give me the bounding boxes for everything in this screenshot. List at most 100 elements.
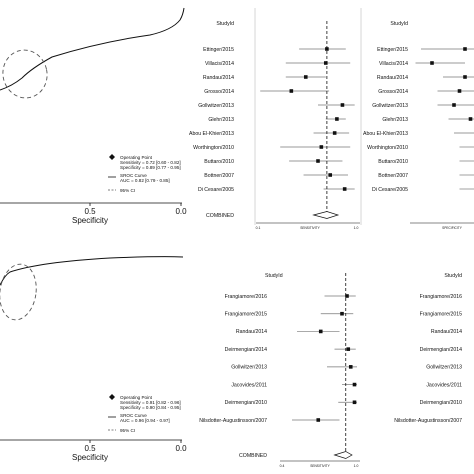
study-marker <box>316 418 321 422</box>
ci-ellipse <box>0 263 37 321</box>
study-label: Buttaro/2010 <box>204 159 234 165</box>
sroc-panel-0: 0.5 0.0 Specificity Operating PointSensitiv… <box>0 7 187 225</box>
legend-label: AUC = 0.96 [0.94 - 0.97] <box>120 418 170 423</box>
study-label: Di Cesare/2005 <box>372 187 408 193</box>
study-marker <box>323 61 328 65</box>
study-label: Gollwitzer/2013 <box>198 103 234 109</box>
study-label: Glehr/2013 <box>382 117 408 123</box>
forest-axis-label: SENSITIVITY <box>310 464 330 468</box>
pooled-diamond <box>312 211 340 219</box>
study-marker <box>430 61 434 65</box>
study-label: Di Cesare/2005 <box>198 187 234 193</box>
study-label: Frangiamore/2016 <box>420 294 463 300</box>
study-marker <box>340 103 345 107</box>
study-marker <box>463 75 467 79</box>
forest-tick-label: 0.1 <box>256 226 261 230</box>
study-label: Gollwitzer/2013 <box>426 365 462 371</box>
x-tick-label: 0.0 <box>175 444 187 453</box>
legend-label: Operating Point <box>120 155 153 160</box>
legend-label: 95% CI <box>120 428 135 433</box>
x-tick-label: 0.5 <box>84 444 96 453</box>
study-marker <box>457 89 462 93</box>
study-marker <box>342 187 347 191</box>
study-label: Nilsdotter-Augustinsson/2007 <box>394 418 462 424</box>
forest-panel-1: StudyId Ettinger/2015 Villacis/2014 Randau/… <box>189 21 360 230</box>
sroc-panel-3: 0.5 0.0 Specificity Operating PointSensitiv… <box>0 256 187 462</box>
study-marker <box>318 329 323 334</box>
legend-label: SROC Curve <box>120 413 147 418</box>
pooled-diamond <box>333 451 353 459</box>
forest-tick-label: 1.0 <box>354 226 359 230</box>
forest-panel-5: StudyId Frangiamore/2016 Frangiamore/2015 R… <box>394 273 463 424</box>
study-label: Jacovides/2011 <box>426 382 462 388</box>
study-marker <box>303 75 308 79</box>
forest-tick-label: 0.4 <box>280 464 285 468</box>
study-marker <box>316 159 320 163</box>
x-axis-label: Specificity <box>72 453 108 462</box>
study-label: Frangiamore/2016 <box>225 294 268 300</box>
combined-label: COMBINED <box>239 453 267 459</box>
legend-diamond <box>109 154 115 160</box>
study-id-header: StudyId <box>390 21 408 27</box>
study-marker <box>346 347 351 351</box>
study-marker <box>352 382 357 387</box>
study-marker <box>328 173 333 177</box>
sroc-curve <box>0 7 185 91</box>
study-label: Deirmengian/2010 <box>225 400 268 406</box>
study-label: Jacovides/2011 <box>231 382 267 388</box>
forest-axis-label: SENSITIVITY <box>300 226 320 230</box>
study-label: Bottner/2007 <box>378 173 408 179</box>
legend-label: Sensitivity = 0.72 [0.60 - 0.82] <box>120 160 181 165</box>
study-marker <box>289 89 294 93</box>
study-id-header: StudyId <box>265 273 283 279</box>
legend-label: AUC = 0.82 [0.79 - 0.85] <box>120 178 170 183</box>
study-label: Buttaro/2010 <box>378 159 408 165</box>
study-label: Worthington/2010 <box>367 145 408 151</box>
legend-label: SROC Curve <box>120 173 147 178</box>
study-marker <box>452 103 456 107</box>
study-label: Gollwitzer/2013 <box>372 103 408 109</box>
x-axis-label: Specificity <box>72 216 108 225</box>
study-label: Grosso/2014 <box>204 89 234 95</box>
legend-diamond <box>109 394 115 400</box>
study-marker <box>463 47 467 51</box>
forest-axis-label: SPECIFICITY <box>442 226 463 230</box>
study-label: Deirmengian/2014 <box>420 347 463 353</box>
study-label: Gollwitzer/2013 <box>231 365 267 371</box>
study-label: Randau/2014 <box>236 329 267 335</box>
study-label: Frangiamore/2015 <box>420 312 463 318</box>
study-marker <box>335 117 339 121</box>
study-label: Nilsdotter-Augustinsson/2007 <box>199 418 267 424</box>
study-marker <box>468 117 473 121</box>
legend-label: Sensitivity = 0.91 [0.82 - 0.96] <box>120 400 181 405</box>
study-label: Deirmengian/2010 <box>420 400 463 406</box>
combined-label: COMBINED <box>206 213 234 219</box>
study-label: Deirmengian/2014 <box>225 347 268 353</box>
x-tick-label: 0.0 <box>175 207 187 216</box>
study-label: Abou El-Khier/2013 <box>189 131 234 137</box>
legend-label: Specificity = 0.90 [0.84 - 0.95] <box>120 405 181 410</box>
study-label: Glehr/2013 <box>208 117 234 123</box>
study-label: Villacis/2014 <box>205 61 234 67</box>
study-label: Abou El-Khier/2013 <box>363 131 408 137</box>
study-label: Grosso/2014 <box>378 89 408 95</box>
study-marker <box>332 131 337 135</box>
study-id-header: StudyId <box>444 273 462 279</box>
study-label: Randau/2014 <box>431 329 462 335</box>
study-label: Randau/2014 <box>377 75 408 81</box>
study-id-header: StudyId <box>216 21 234 27</box>
ci-ellipse <box>2 49 48 99</box>
study-marker <box>340 311 344 316</box>
legend-label: Specificity = 0.89 [0.77 - 0.95] <box>120 165 181 170</box>
study-label: Frangiamore/2015 <box>225 312 268 318</box>
study-label: Worthington/2010 <box>193 145 234 151</box>
sroc-curve <box>0 256 184 286</box>
study-label: Ettinger/2015 <box>203 47 234 53</box>
x-tick-label: 0.5 <box>84 207 96 216</box>
study-label: Villacis/2014 <box>379 61 408 67</box>
study-marker <box>345 294 349 298</box>
legend-label: Operating Point <box>120 395 153 400</box>
forest-panel-4: StudyId Frangiamore/2016 Frangiamore/2015 R… <box>199 273 360 468</box>
study-label: Bottner/2007 <box>204 173 234 179</box>
